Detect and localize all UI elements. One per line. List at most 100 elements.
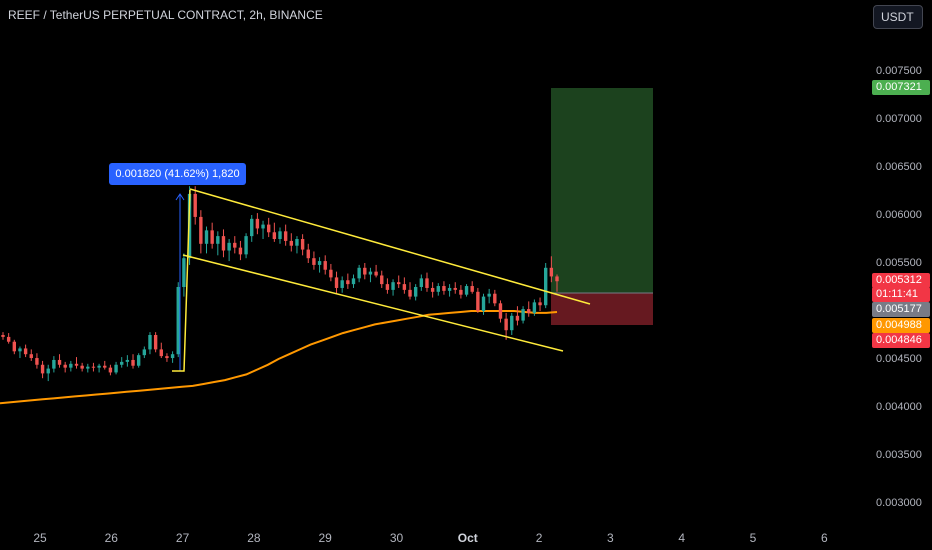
candle — [295, 236, 298, 253]
last-price-label: 0.005312 — [872, 273, 930, 288]
candle-body — [374, 272, 377, 276]
candle-body — [290, 241, 293, 246]
candle — [216, 231, 219, 255]
candle — [267, 218, 270, 237]
candle-body — [194, 194, 197, 217]
ma-line — [0, 311, 557, 403]
candle — [58, 354, 61, 367]
candle — [143, 347, 146, 359]
candle — [538, 298, 541, 311]
candle-body — [143, 349, 146, 355]
candle-body — [482, 297, 485, 311]
candle — [86, 364, 89, 373]
candle — [312, 251, 315, 269]
candle — [114, 362, 117, 374]
x-tick-label: 29 — [319, 531, 332, 545]
candle-body — [538, 302, 541, 305]
candle — [199, 210, 202, 253]
candle — [165, 353, 168, 362]
candle-body — [454, 288, 457, 290]
candle — [363, 263, 366, 279]
candle — [244, 233, 247, 258]
position-zones — [551, 88, 653, 325]
candle-body — [126, 360, 129, 362]
candle-body — [442, 286, 445, 291]
y-tick-label: 0.003000 — [876, 497, 922, 509]
candle-body — [137, 355, 140, 366]
candle — [210, 223, 213, 249]
x-tick-label: 5 — [750, 531, 757, 545]
candle-body — [1, 335, 4, 337]
candle-body — [487, 294, 490, 297]
candle-body — [329, 270, 332, 278]
candle — [256, 213, 259, 234]
candle-body — [380, 275, 383, 284]
candle-body — [86, 367, 89, 369]
candle-body — [403, 284, 406, 290]
candle — [154, 332, 157, 352]
candle-body — [420, 278, 423, 287]
candle-body — [69, 364, 72, 368]
candle-body — [210, 230, 213, 243]
candle-body — [24, 348, 27, 354]
candle-body — [533, 302, 536, 313]
candle — [397, 275, 400, 287]
candle-body — [244, 236, 247, 254]
candle-body — [340, 280, 343, 288]
candle — [465, 284, 468, 296]
candle-body — [177, 287, 180, 354]
candle — [222, 229, 225, 257]
price-chart[interactable] — [0, 0, 866, 550]
candle — [471, 281, 474, 293]
candle-body — [459, 290, 462, 295]
candle-body — [58, 360, 61, 365]
candle-body — [357, 268, 360, 279]
candle — [357, 265, 360, 282]
candle-body — [471, 286, 474, 292]
candle-body — [160, 349, 163, 356]
candle-body — [80, 366, 83, 369]
candle — [24, 345, 27, 357]
candle-body — [13, 342, 16, 352]
candle-body — [261, 225, 264, 229]
candle — [63, 362, 66, 373]
candle-body — [92, 367, 95, 368]
candle — [516, 306, 519, 325]
candle-body — [504, 319, 507, 331]
channel-lower-line[interactable] — [183, 255, 563, 351]
candle-body — [363, 268, 366, 275]
candle — [177, 282, 180, 357]
candle — [194, 186, 197, 224]
candle-body — [499, 303, 502, 318]
candle — [386, 278, 389, 293]
candle — [80, 363, 83, 372]
x-tick-label: 25 — [33, 531, 46, 545]
candle — [352, 275, 355, 288]
candle — [476, 288, 479, 313]
candle — [41, 361, 44, 378]
candle — [109, 365, 112, 376]
candle — [391, 279, 394, 295]
candle — [324, 255, 327, 274]
candle — [408, 282, 411, 299]
candle-body — [431, 288, 434, 292]
candle-body — [307, 250, 310, 259]
channel-upper-line[interactable] — [190, 189, 590, 304]
candle — [442, 281, 445, 294]
candle-body — [267, 225, 270, 233]
candle — [301, 234, 304, 255]
candle-body — [47, 369, 50, 374]
candle — [120, 357, 123, 368]
y-tick-label: 0.006000 — [876, 209, 922, 221]
candle — [420, 275, 423, 291]
candle — [544, 263, 547, 308]
candle-body — [278, 231, 281, 239]
candle — [431, 282, 434, 297]
target-price-label: 0.007321 — [872, 80, 930, 95]
moving-average — [0, 311, 557, 403]
candle-body — [103, 366, 106, 368]
candle — [103, 361, 106, 370]
candle-body — [516, 316, 519, 321]
currency-button[interactable]: USDT — [873, 5, 923, 29]
x-tick-label: Oct — [458, 531, 478, 545]
